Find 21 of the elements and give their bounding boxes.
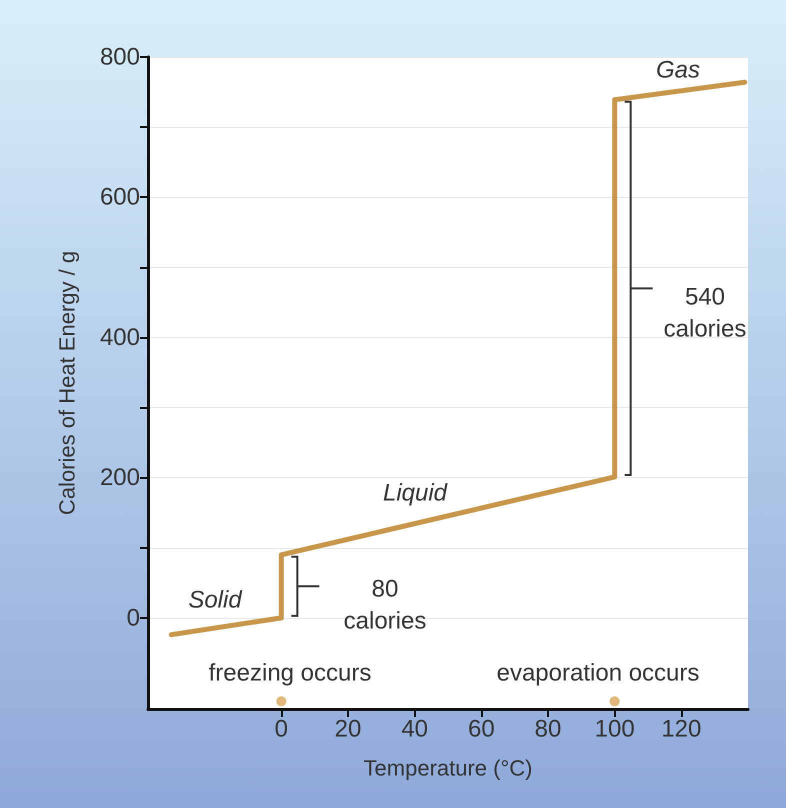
x-tick-label: 80 [534,716,562,742]
x-tick-label: 20 [334,716,362,742]
x-tick-label: 40 [401,716,428,742]
annotation: Solid [188,586,242,614]
y-tick-label: 0 [126,604,140,632]
y-tick-label: 400 [100,324,140,351]
y-axis-title: Calories of Heat Energy / g [54,250,80,516]
y-tick-label: 800 [100,44,140,70]
x-tick-label: 0 [274,716,288,742]
annotation: 80 calories [344,576,426,634]
x-tick-label: 60 [468,716,495,742]
annotation: freezing occurs [208,660,372,686]
x-axis-title: Temperature (°C) [364,756,532,780]
y-tick-label: 200 [100,464,140,492]
annotation: 540 calories [664,284,746,342]
x-tick-label: 120 [661,716,702,742]
x-tick-label: 100 [594,716,635,742]
annotation: evaporation occurs [496,660,700,686]
annotation: Gas [656,56,700,84]
y-tick-label: 600 [100,184,140,211]
annotation: Liquid [382,480,448,506]
